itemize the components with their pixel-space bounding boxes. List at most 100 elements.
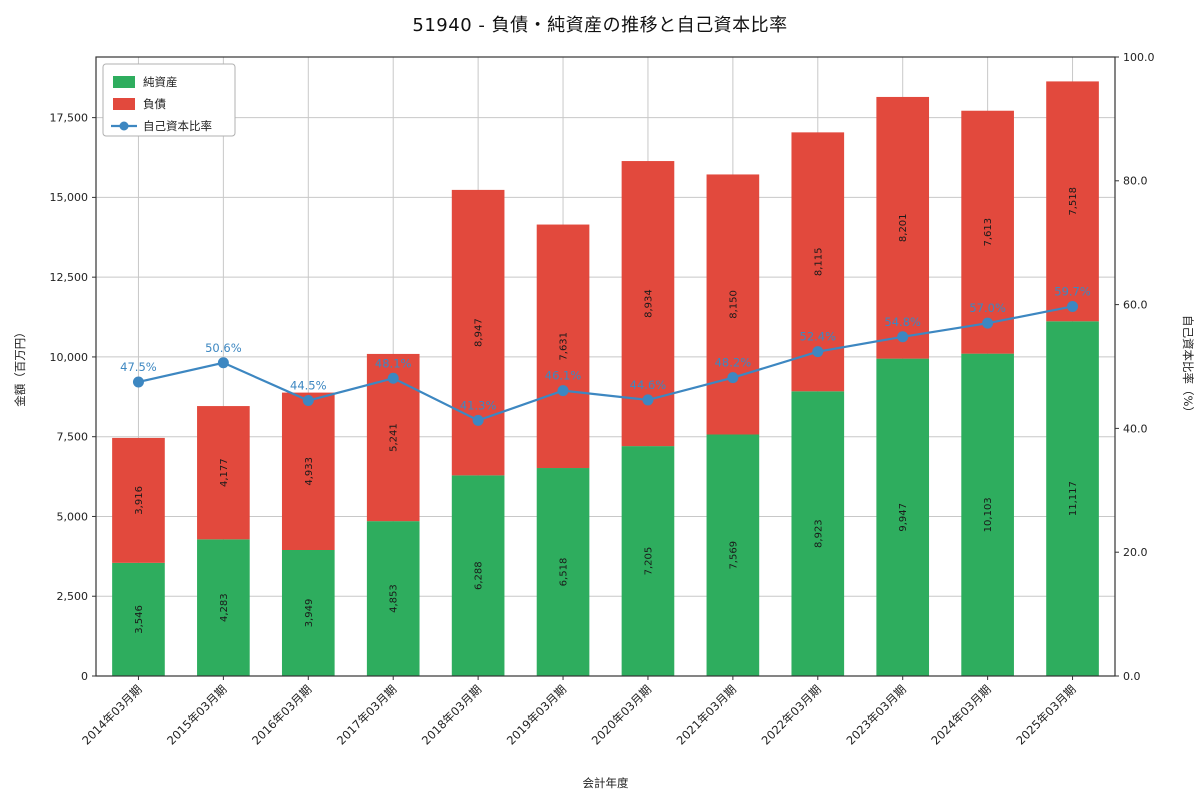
x-tick-label: 2015年03月期 xyxy=(164,682,229,747)
ratio-marker xyxy=(472,414,484,426)
debt-value-label: 4,177 xyxy=(219,458,230,487)
ratio-label: 48.1% xyxy=(375,356,412,370)
y-tick-label-left: 0 xyxy=(81,670,88,683)
equity-value-label: 7,205 xyxy=(643,547,654,576)
ratio-marker xyxy=(387,372,399,384)
equity-bar xyxy=(876,358,930,676)
legend-item-label: 純資産 xyxy=(143,75,178,89)
y-axis-left-title: 金額（百万円） xyxy=(13,326,27,407)
debt-bar xyxy=(536,224,590,469)
y-tick-label-left: 2,500 xyxy=(57,590,89,603)
debt-value-label: 4,933 xyxy=(304,457,315,486)
x-tick-label: 2024年03月期 xyxy=(928,682,993,747)
ratio-marker xyxy=(1067,300,1079,312)
debt-bar xyxy=(876,96,930,359)
legend-marker-swatch xyxy=(119,121,129,131)
legend-swatch xyxy=(113,76,135,88)
debt-value-label: 3,916 xyxy=(134,486,145,515)
y-tick-label-right: 40.0 xyxy=(1123,422,1148,435)
plot-border xyxy=(95,56,1116,677)
y-tick-label-left: 7,500 xyxy=(57,431,89,444)
equity-bar xyxy=(536,468,590,676)
equity-value-label: 10,103 xyxy=(983,497,994,532)
ratio-marker xyxy=(727,372,739,384)
debt-bar xyxy=(197,406,250,540)
y-tick-label-right: 100.0 xyxy=(1123,51,1155,64)
ratio-label: 47.5% xyxy=(120,360,157,374)
equity-value-label: 4,283 xyxy=(219,593,230,622)
equity-bar xyxy=(197,539,250,676)
debt-bar xyxy=(451,189,505,476)
debt-bar xyxy=(1046,81,1099,322)
plot-area xyxy=(96,57,1115,676)
ratio-label: 44.6% xyxy=(630,378,667,392)
ratio-marker xyxy=(812,346,824,358)
x-tick-label: 2018年03月期 xyxy=(419,682,484,747)
equity-bar xyxy=(1046,321,1099,676)
x-tick-label: 2014年03月期 xyxy=(79,682,144,747)
debt-value-label: 7,518 xyxy=(1068,187,1079,216)
y-axis-right: 0.0 20.0 40.0 60.0 80.0 100.0 自己資本比率（%） xyxy=(1115,51,1195,683)
debt-bar xyxy=(706,174,760,435)
legend-item-label: 負債 xyxy=(143,97,166,111)
chart-title: 51940 - 負債・純資産の推移と自己資本比率 xyxy=(412,15,788,36)
equity-value-label: 4,853 xyxy=(389,584,400,613)
equity-value-label: 11,117 xyxy=(1068,481,1079,516)
debt-bar xyxy=(281,392,335,550)
y-tick-label-right: 80.0 xyxy=(1123,175,1148,188)
debt-bar xyxy=(961,110,1014,354)
equity-value-label: 6,288 xyxy=(474,561,485,590)
equity-value-label: 6,518 xyxy=(559,558,570,587)
y-axis-left: 0 2,500 5,000 7,500 10,000 12,500 15,000 17,500… xyxy=(13,111,96,683)
ratio-marker xyxy=(302,395,314,407)
equity-bar xyxy=(706,434,760,676)
bars: 3,546 3,916 4,283 4,177 3,949 4,933 4,853 5,241… xyxy=(112,81,1099,676)
equity-bar xyxy=(961,353,1014,676)
ratio-label: 44.5% xyxy=(290,379,327,393)
y-tick-label-left: 17,500 xyxy=(50,111,89,124)
x-tick-label: 2019年03月期 xyxy=(504,682,569,747)
debt-value-label: 7,631 xyxy=(559,332,570,361)
ratio-label: 59.7% xyxy=(1054,284,1091,298)
debt-bar xyxy=(112,437,165,563)
legend-swatch xyxy=(113,98,135,110)
equity-value-label: 9,947 xyxy=(898,503,909,532)
y-tick-label-left: 5,000 xyxy=(57,510,89,523)
x-tick-label: 2022年03月期 xyxy=(759,682,824,747)
y-tick-label-right: 20.0 xyxy=(1123,546,1148,559)
equity-value-label: 7,569 xyxy=(728,541,739,570)
ratio-marker xyxy=(982,317,994,329)
ratio-label: 54.8% xyxy=(884,315,921,329)
ratio-marker xyxy=(132,376,144,388)
ratio-label: 52.4% xyxy=(800,330,837,344)
ratio-line xyxy=(138,305,1073,422)
y-tick-label-left: 12,500 xyxy=(50,271,89,284)
debt-value-label: 8,150 xyxy=(728,290,739,319)
ratio-label: 46.1% xyxy=(545,369,582,383)
x-tick-label: 2025年03月期 xyxy=(1013,682,1078,747)
equity-bar xyxy=(112,562,165,676)
ratio-marker xyxy=(642,394,654,406)
equity-bar xyxy=(791,391,845,676)
legend-box xyxy=(102,63,236,137)
equity-bar xyxy=(621,446,675,676)
equity-value-label: 3,546 xyxy=(134,605,145,634)
y-tick-label-right: 0.0 xyxy=(1123,670,1141,683)
debt-value-label: 8,201 xyxy=(898,213,909,242)
ratio-label: 57.0% xyxy=(969,301,1006,315)
debt-value-label: 5,241 xyxy=(389,423,400,452)
ratio-label: 41.3% xyxy=(460,398,497,412)
ratio-label: 50.6% xyxy=(205,341,242,355)
x-tick-label: 2023年03月期 xyxy=(843,682,908,747)
y-tick-label-right: 60.0 xyxy=(1123,298,1148,311)
y-axis-right-title: 自己資本比率（%） xyxy=(1181,315,1195,418)
equity-value-label: 3,949 xyxy=(304,599,315,628)
equity-bar xyxy=(366,521,420,676)
equity-bar xyxy=(281,549,335,676)
ratio-marker xyxy=(897,331,909,343)
equity-value-label: 8,923 xyxy=(813,519,824,548)
legend-item-label: 自己資本比率 xyxy=(143,119,212,133)
